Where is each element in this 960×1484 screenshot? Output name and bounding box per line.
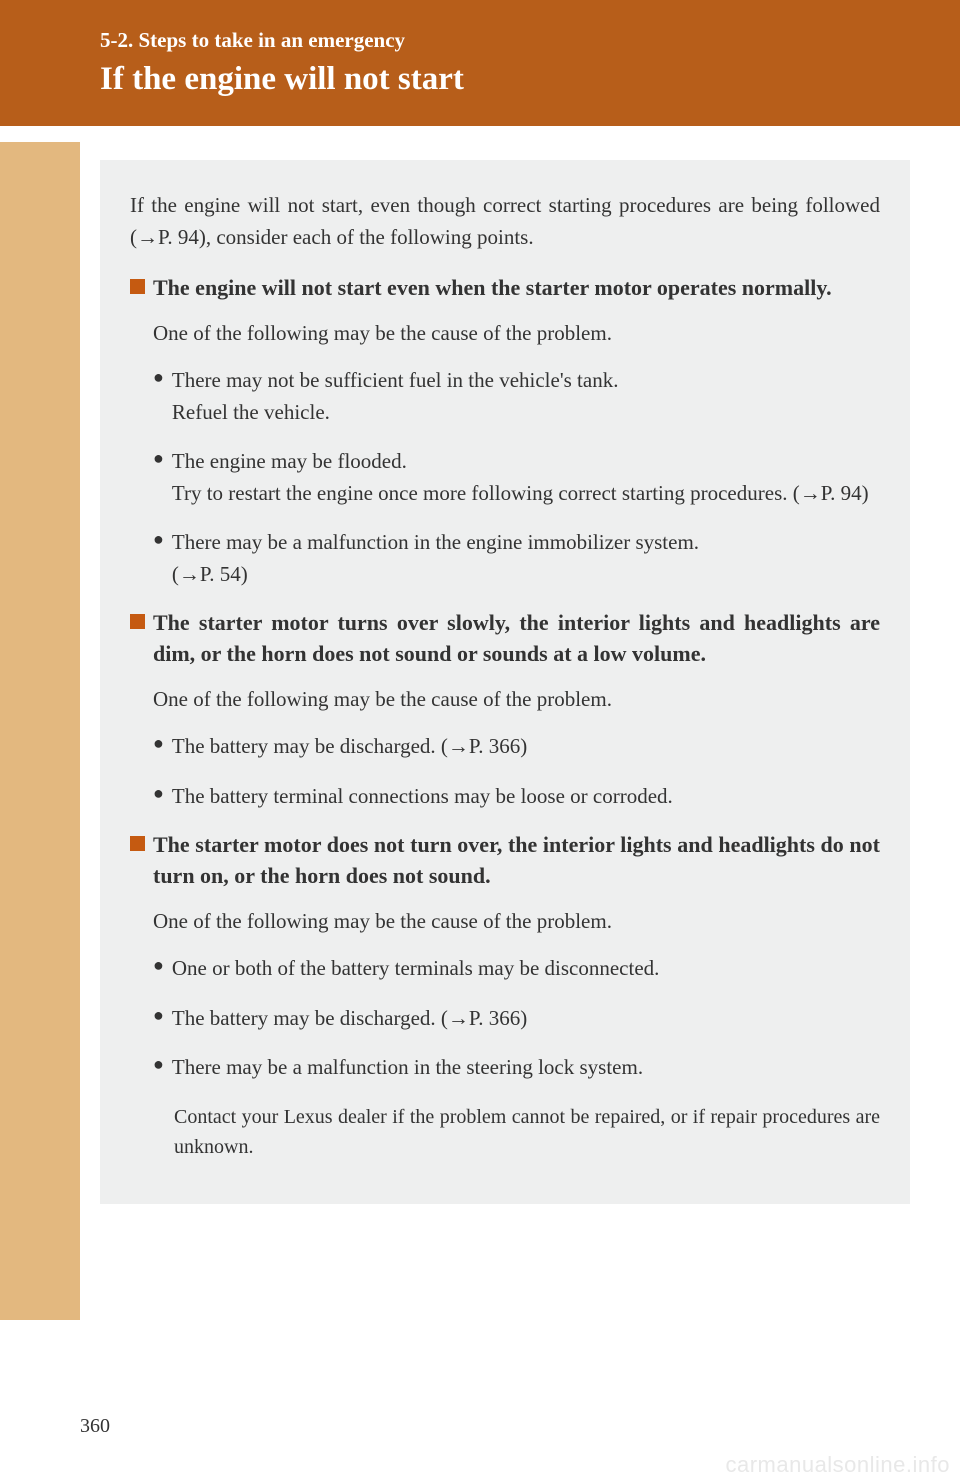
round-bullet-icon: ● [153,1005,164,1026]
bullet-text: The battery may be discharged. (→P. 366) [172,731,880,763]
round-bullet-icon: ● [153,1054,164,1075]
bullet-text: The battery terminal connections may be … [172,781,880,813]
section-subtext: One of the following may be the cause of… [153,318,880,350]
round-bullet-icon: ● [153,733,164,754]
section-subtext: One of the following may be the cause of… [153,906,880,938]
round-bullet-icon: ● [153,783,164,804]
section-number: 5-2. Steps to take in an emergency [100,28,920,53]
round-bullet-icon: ● [153,529,164,550]
bullet-item: ● The battery may be discharged. (→P. 36… [153,1003,880,1035]
content-box: If the engine will not start, even thoug… [100,160,910,1204]
section-block-3: The starter motor does not turn over, th… [130,830,880,1162]
round-bullet-icon: ● [153,955,164,976]
bullet-text: The engine may be flooded.Try to restart… [172,446,880,509]
heading-text: The engine will not start even when the … [153,273,832,304]
section-heading: The starter motor does not turn over, th… [130,830,880,892]
section-heading: The engine will not start even when the … [130,273,880,304]
section-subtext: One of the following may be the cause of… [153,684,880,716]
bullet-item: ● The battery may be discharged. (→P. 36… [153,731,880,763]
bullet-item: ● There may not be sufficient fuel in th… [153,365,880,428]
bullet-text: The battery may be discharged. (→P. 366) [172,1003,880,1035]
side-band [0,142,80,1320]
bullet-text: There may be a malfunction in the steeri… [172,1052,880,1084]
header-band: 5-2. Steps to take in an emergency If th… [0,0,960,126]
round-bullet-icon: ● [153,367,164,388]
footer-note: Contact your Lexus dealer if the problem… [174,1102,880,1162]
square-bullet-icon [130,279,145,294]
bullet-item: ● The battery terminal connections may b… [153,781,880,813]
heading-text: The starter motor turns over slowly, the… [153,608,880,670]
page-title: If the engine will not start [100,61,920,98]
page-number: 360 [80,1415,110,1438]
watermark: carmanualsonline.info [725,1452,950,1478]
bullet-item: ● The engine may be flooded.Try to resta… [153,446,880,509]
round-bullet-icon: ● [153,448,164,469]
section-heading: The starter motor turns over slowly, the… [130,608,880,670]
square-bullet-icon [130,836,145,851]
bullet-text: One or both of the battery terminals may… [172,953,880,985]
square-bullet-icon [130,614,145,629]
bullet-text: There may not be sufficient fuel in the … [172,365,880,428]
bullet-item: ● There may be a malfunction in the engi… [153,527,880,590]
intro-text: If the engine will not start, even thoug… [130,190,880,253]
section-block-1: The engine will not start even when the … [130,273,880,590]
section-block-2: The starter motor turns over slowly, the… [130,608,880,812]
heading-text: The starter motor does not turn over, th… [153,830,880,892]
bullet-item: ● There may be a malfunction in the stee… [153,1052,880,1084]
bullet-text: There may be a malfunction in the engine… [172,527,880,590]
bullet-item: ● One or both of the battery terminals m… [153,953,880,985]
